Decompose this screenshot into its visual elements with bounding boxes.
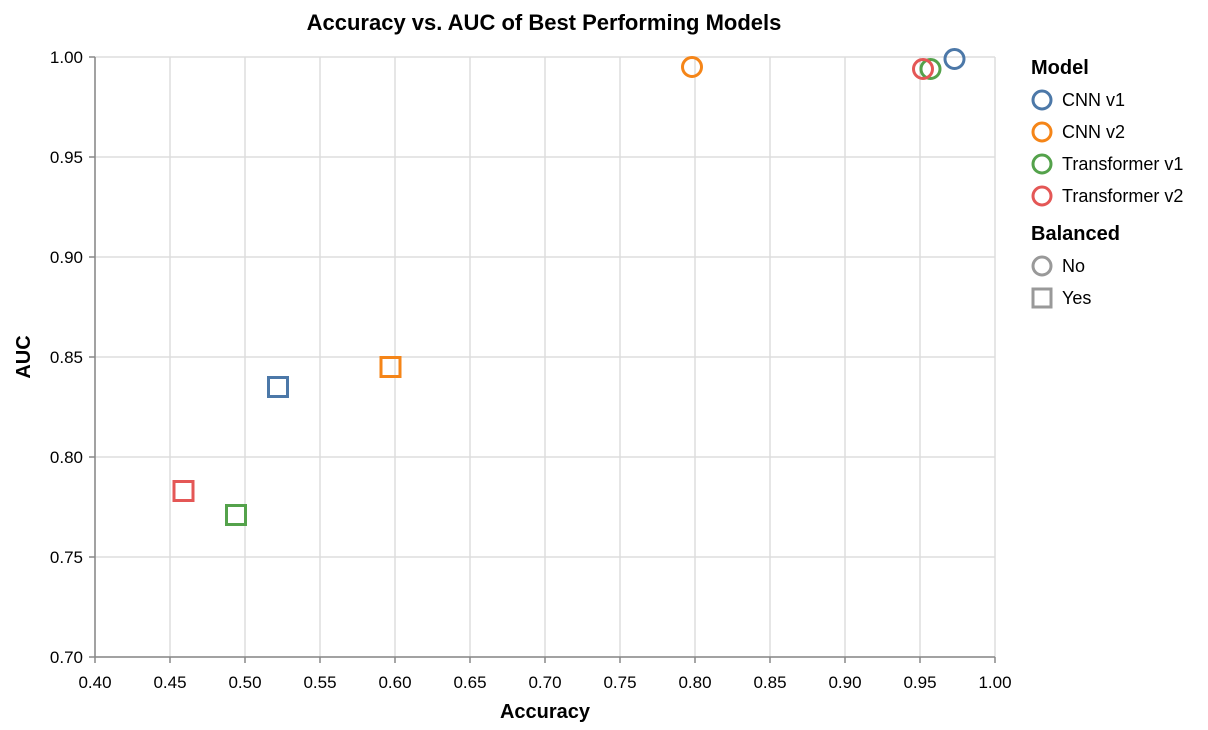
legend-label: CNN v2 xyxy=(1062,122,1125,142)
y-tick-label: 0.80 xyxy=(50,448,83,467)
point-cnn-v1-balanced-yes xyxy=(267,376,289,398)
x-tick-label: 0.65 xyxy=(453,673,486,692)
x-tick-label: 0.40 xyxy=(78,673,111,692)
legend-symbol-circle xyxy=(1031,121,1053,143)
x-tick-label: 0.50 xyxy=(228,673,261,692)
x-tick-label: 0.60 xyxy=(378,673,411,692)
point-cnn-v1-balanced-no xyxy=(943,48,966,70)
legend-title: Balanced xyxy=(1031,223,1120,245)
legend-title: Model xyxy=(1031,57,1089,79)
x-tick-label: 0.85 xyxy=(753,673,786,692)
point-transformer-v1-balanced-yes xyxy=(225,504,247,526)
y-tick-label: 0.75 xyxy=(50,548,83,567)
data-points xyxy=(172,48,966,526)
point-cnn-v2-balanced-no xyxy=(681,56,703,78)
x-tick-label: 1.00 xyxy=(978,673,1011,692)
y-axis-title: AUC xyxy=(13,335,35,378)
legend-symbol-square xyxy=(1031,287,1053,309)
legend-label: Transformer v2 xyxy=(1062,186,1183,206)
legend-symbol-circle xyxy=(1031,185,1053,207)
x-axis-title: Accuracy xyxy=(500,701,591,723)
x-tick-label: 0.90 xyxy=(828,673,861,692)
legend-symbol-circle xyxy=(1031,255,1053,277)
y-tick-label: 1.00 xyxy=(50,48,83,67)
point-transformer-v2-balanced-yes xyxy=(172,480,195,502)
x-tick-label: 0.45 xyxy=(153,673,186,692)
x-tick-label: 0.70 xyxy=(528,673,561,692)
legend-label: No xyxy=(1062,256,1085,276)
axes: 0.40 0.45 0.50 0.55 0.60 0.65 0.70 0.75 0.80 0.85… xyxy=(50,48,1012,692)
x-tick-label: 0.55 xyxy=(303,673,336,692)
point-transformer-v2-balanced-no xyxy=(912,58,934,80)
point-cnn-v2-balanced-yes xyxy=(379,356,402,378)
point-transformer-v1-balanced-no xyxy=(919,58,942,80)
chart-title: Accuracy vs. AUC of Best Performing Mode… xyxy=(307,10,782,35)
x-tick-label: 0.75 xyxy=(603,673,636,692)
legend-label: CNN v1 xyxy=(1062,90,1125,110)
x-tick-label: 0.95 xyxy=(903,673,936,692)
y-tick-label: 0.70 xyxy=(50,648,83,667)
legend-symbol-circle xyxy=(1031,89,1053,111)
y-tick-label: 0.90 xyxy=(50,248,83,267)
legend-label: Yes xyxy=(1062,288,1091,308)
legend-symbol-circle xyxy=(1031,153,1053,175)
y-tick-label: 0.95 xyxy=(50,148,83,167)
legend-label: Transformer v1 xyxy=(1062,154,1183,174)
grid xyxy=(94,56,996,658)
legend: Model CNN v1 CNN v2 Transformer v1 Transform… xyxy=(1031,57,1183,309)
x-tick-label: 0.80 xyxy=(678,673,711,692)
y-tick-label: 0.85 xyxy=(50,348,83,367)
